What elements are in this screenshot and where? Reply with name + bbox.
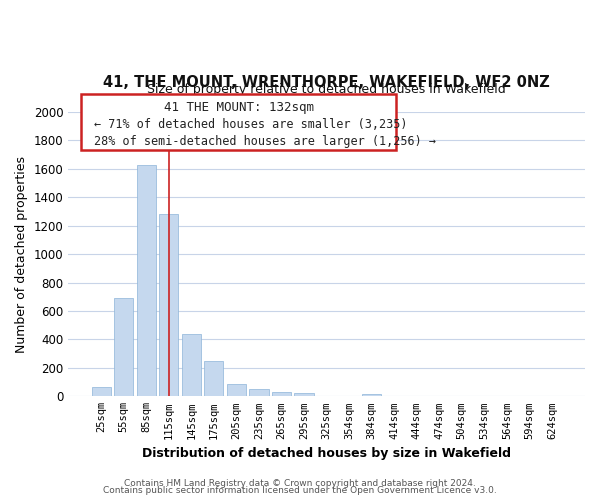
Text: 41 THE MOUNT: 132sqm: 41 THE MOUNT: 132sqm [164, 100, 314, 114]
Bar [227, 384, 246, 396]
Bar [114, 298, 133, 396]
Bar [92, 387, 111, 396]
Bar [272, 392, 291, 396]
Text: ← 71% of detached houses are smaller (3,235): ← 71% of detached houses are smaller (3,… [94, 118, 407, 130]
Text: Contains public sector information licensed under the Open Government Licence v3: Contains public sector information licen… [103, 486, 497, 495]
Bar [182, 334, 201, 396]
Bar [159, 214, 178, 396]
X-axis label: Distribution of detached houses by size in Wakefield: Distribution of detached houses by size … [142, 447, 511, 460]
Bar [362, 394, 381, 396]
Bar [205, 361, 223, 396]
Text: Contains HM Land Registry data © Crown copyright and database right 2024.: Contains HM Land Registry data © Crown c… [124, 478, 476, 488]
Y-axis label: Number of detached properties: Number of detached properties [15, 156, 28, 352]
Text: Size of property relative to detached houses in Wakefield: Size of property relative to detached ho… [147, 84, 506, 96]
Text: 28% of semi-detached houses are larger (1,256) →: 28% of semi-detached houses are larger (… [94, 134, 436, 147]
Bar [295, 393, 314, 396]
Bar [137, 164, 156, 396]
FancyBboxPatch shape [81, 94, 397, 150]
Bar [250, 389, 269, 396]
Title: 41, THE MOUNT, WRENTHORPE, WAKEFIELD, WF2 0NZ: 41, THE MOUNT, WRENTHORPE, WAKEFIELD, WF… [103, 75, 550, 90]
